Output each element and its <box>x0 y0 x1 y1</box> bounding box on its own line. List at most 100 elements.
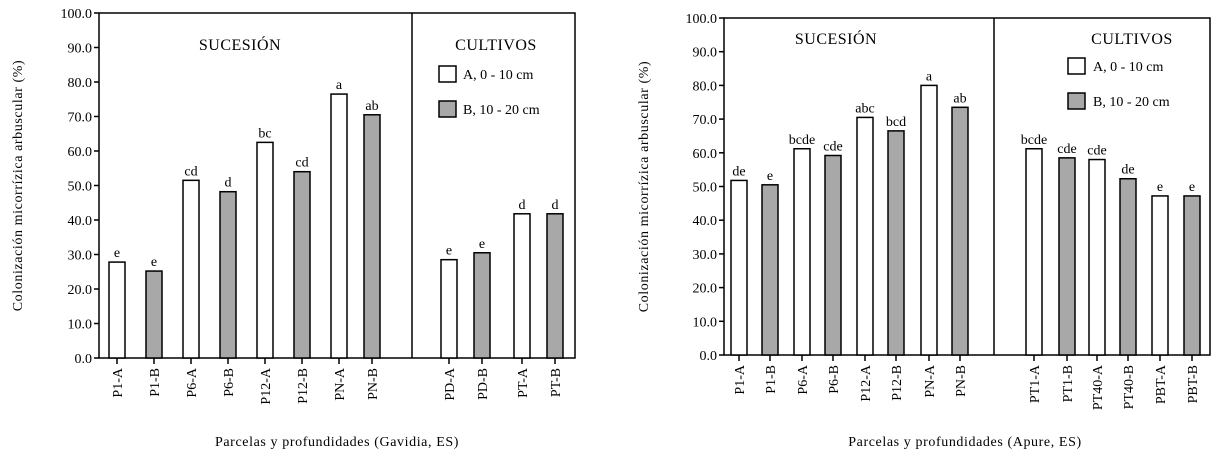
bar-pt-a <box>513 213 531 359</box>
bar-p6-a <box>793 148 811 356</box>
y-tick-label: 80.0 <box>693 79 718 94</box>
bar-significance-label: e <box>151 255 157 270</box>
x-tick-label: P6-B <box>827 365 842 394</box>
bar-significance-label: cd <box>295 156 308 171</box>
x-tick-label: P12-B <box>296 368 311 404</box>
bar-p12-b <box>293 170 311 359</box>
group-title: SUCESIÓN <box>795 29 877 48</box>
y-tick-label: 90.0 <box>68 42 93 57</box>
x-tick-label: P12-B <box>890 365 905 401</box>
x-tick-label: PD-A <box>443 367 458 401</box>
x-tick-label: PN-A <box>333 367 348 401</box>
legend-label: A, 0 - 10 cm <box>463 68 533 83</box>
legend-swatch-a <box>438 65 457 83</box>
x-tick-label: PD-B <box>476 368 491 400</box>
x-tick-label: PT40-B <box>1122 365 1137 409</box>
bar-significance-label: bcde <box>1021 133 1047 148</box>
x-tick-label: PT-B <box>549 368 564 397</box>
bar-significance-label: e <box>1189 180 1195 195</box>
bar-p1-a <box>108 261 126 359</box>
bar-significance-label: a <box>336 78 343 93</box>
x-tick-label: P6-B <box>222 368 237 397</box>
x-tick-label: P1-B <box>764 365 779 394</box>
bar-pd-a <box>440 258 458 359</box>
bar-significance-label: d <box>552 198 559 213</box>
y-tick-label: 50.0 <box>68 180 93 195</box>
y-tick-label: 20.0 <box>693 282 718 297</box>
y-tick-label: 100.0 <box>61 7 93 22</box>
bar-pt40-b <box>1119 177 1137 356</box>
bar-significance-label: bcde <box>789 133 815 148</box>
y-tick-label: 60.0 <box>693 147 718 162</box>
y-tick-label: 90.0 <box>693 46 718 61</box>
bar-p12-a <box>256 141 274 359</box>
x-tick-label: P6-A <box>796 364 811 394</box>
bar-pt1-a <box>1025 148 1043 356</box>
x-axis-title: Parcelas y profundidades (Gavidia, ES) <box>215 435 459 450</box>
bar-significance-label: abc <box>855 101 874 116</box>
bar-pbt-b <box>1183 195 1201 356</box>
bar-pn-b <box>363 114 381 359</box>
y-tick-label: 70.0 <box>693 113 718 128</box>
y-tick-label: 50.0 <box>693 181 718 196</box>
x-tick-label: PT1-A <box>1028 364 1043 403</box>
bar-p1-a <box>730 179 748 356</box>
x-tick-label: P1-A <box>111 367 126 397</box>
bar-significance-label: bc <box>258 126 271 141</box>
y-tick-label: 60.0 <box>68 145 93 160</box>
bar-pt1-b <box>1058 157 1076 356</box>
y-tick-label: 70.0 <box>68 111 93 126</box>
group-title: CULTIVOS <box>455 37 537 54</box>
y-tick-label: 30.0 <box>693 248 718 263</box>
bar-significance-label: bcd <box>886 115 906 130</box>
bar-p12-b <box>887 130 905 356</box>
legend-label: A, 0 - 10 cm <box>1093 60 1163 75</box>
y-tick-label: 30.0 <box>68 249 93 264</box>
legend-swatch-b <box>438 100 457 118</box>
x-tick-label: P1-B <box>148 368 163 397</box>
bar-significance-label: de <box>1121 163 1134 178</box>
y-axis-title: Colonización micorrízica arbuscular (%) <box>11 60 26 312</box>
x-tick-label: PT1-B <box>1061 365 1076 402</box>
y-tick-label: 0.0 <box>700 349 718 364</box>
group-title: SUCESIÓN <box>199 35 281 54</box>
bar-pt-b <box>546 213 564 359</box>
legend-swatch-a <box>1067 57 1086 75</box>
x-tick-label: P12-A <box>259 367 274 404</box>
y-tick-label: 100.0 <box>686 12 718 27</box>
x-axis-title: Parcelas y profundidades (Apure, ES) <box>848 435 1081 450</box>
x-tick-label: PBT-B <box>1186 365 1201 403</box>
bar-p6-b <box>219 190 237 359</box>
bar-significance-label: cde <box>1057 142 1076 157</box>
bar-significance-label: d <box>519 198 526 213</box>
bar-significance-label: e <box>1157 180 1163 195</box>
bar-significance-label: e <box>479 237 485 252</box>
bar-p1-b <box>145 270 163 359</box>
bar-significance-label: cde <box>1087 144 1106 159</box>
x-tick-label: P1-A <box>733 364 748 394</box>
group-title: CULTIVOS <box>1091 31 1173 48</box>
bar-significance-label: e <box>767 169 773 184</box>
y-tick-label: 80.0 <box>68 76 93 91</box>
bar-significance-label: ab <box>365 99 378 114</box>
bar-p12-a <box>856 116 874 356</box>
bar-significance-label: ab <box>953 91 966 106</box>
bar-p1-b <box>761 184 779 356</box>
x-tick-label: PT40-A <box>1091 364 1106 410</box>
bar-pd-b <box>473 252 491 359</box>
bar-pbt-a <box>1151 195 1169 356</box>
bar-significance-label: cd <box>184 164 197 179</box>
legend-label: B, 10 - 20 cm <box>463 103 540 118</box>
bar-pn-a <box>330 93 348 359</box>
x-tick-label: P12-A <box>859 364 874 401</box>
bar-significance-label: a <box>926 69 933 84</box>
y-tick-label: 40.0 <box>693 214 718 229</box>
y-tick-label: 40.0 <box>68 214 93 229</box>
bar-significance-label: cde <box>823 139 842 154</box>
bar-significance-label: de <box>732 164 745 179</box>
bar-significance-label: e <box>446 244 452 259</box>
bar-significance-label: e <box>114 246 120 261</box>
bar-significance-label: d <box>225 176 232 191</box>
bar-p6-b <box>824 154 842 356</box>
legend-label: B, 10 - 20 cm <box>1093 95 1170 110</box>
